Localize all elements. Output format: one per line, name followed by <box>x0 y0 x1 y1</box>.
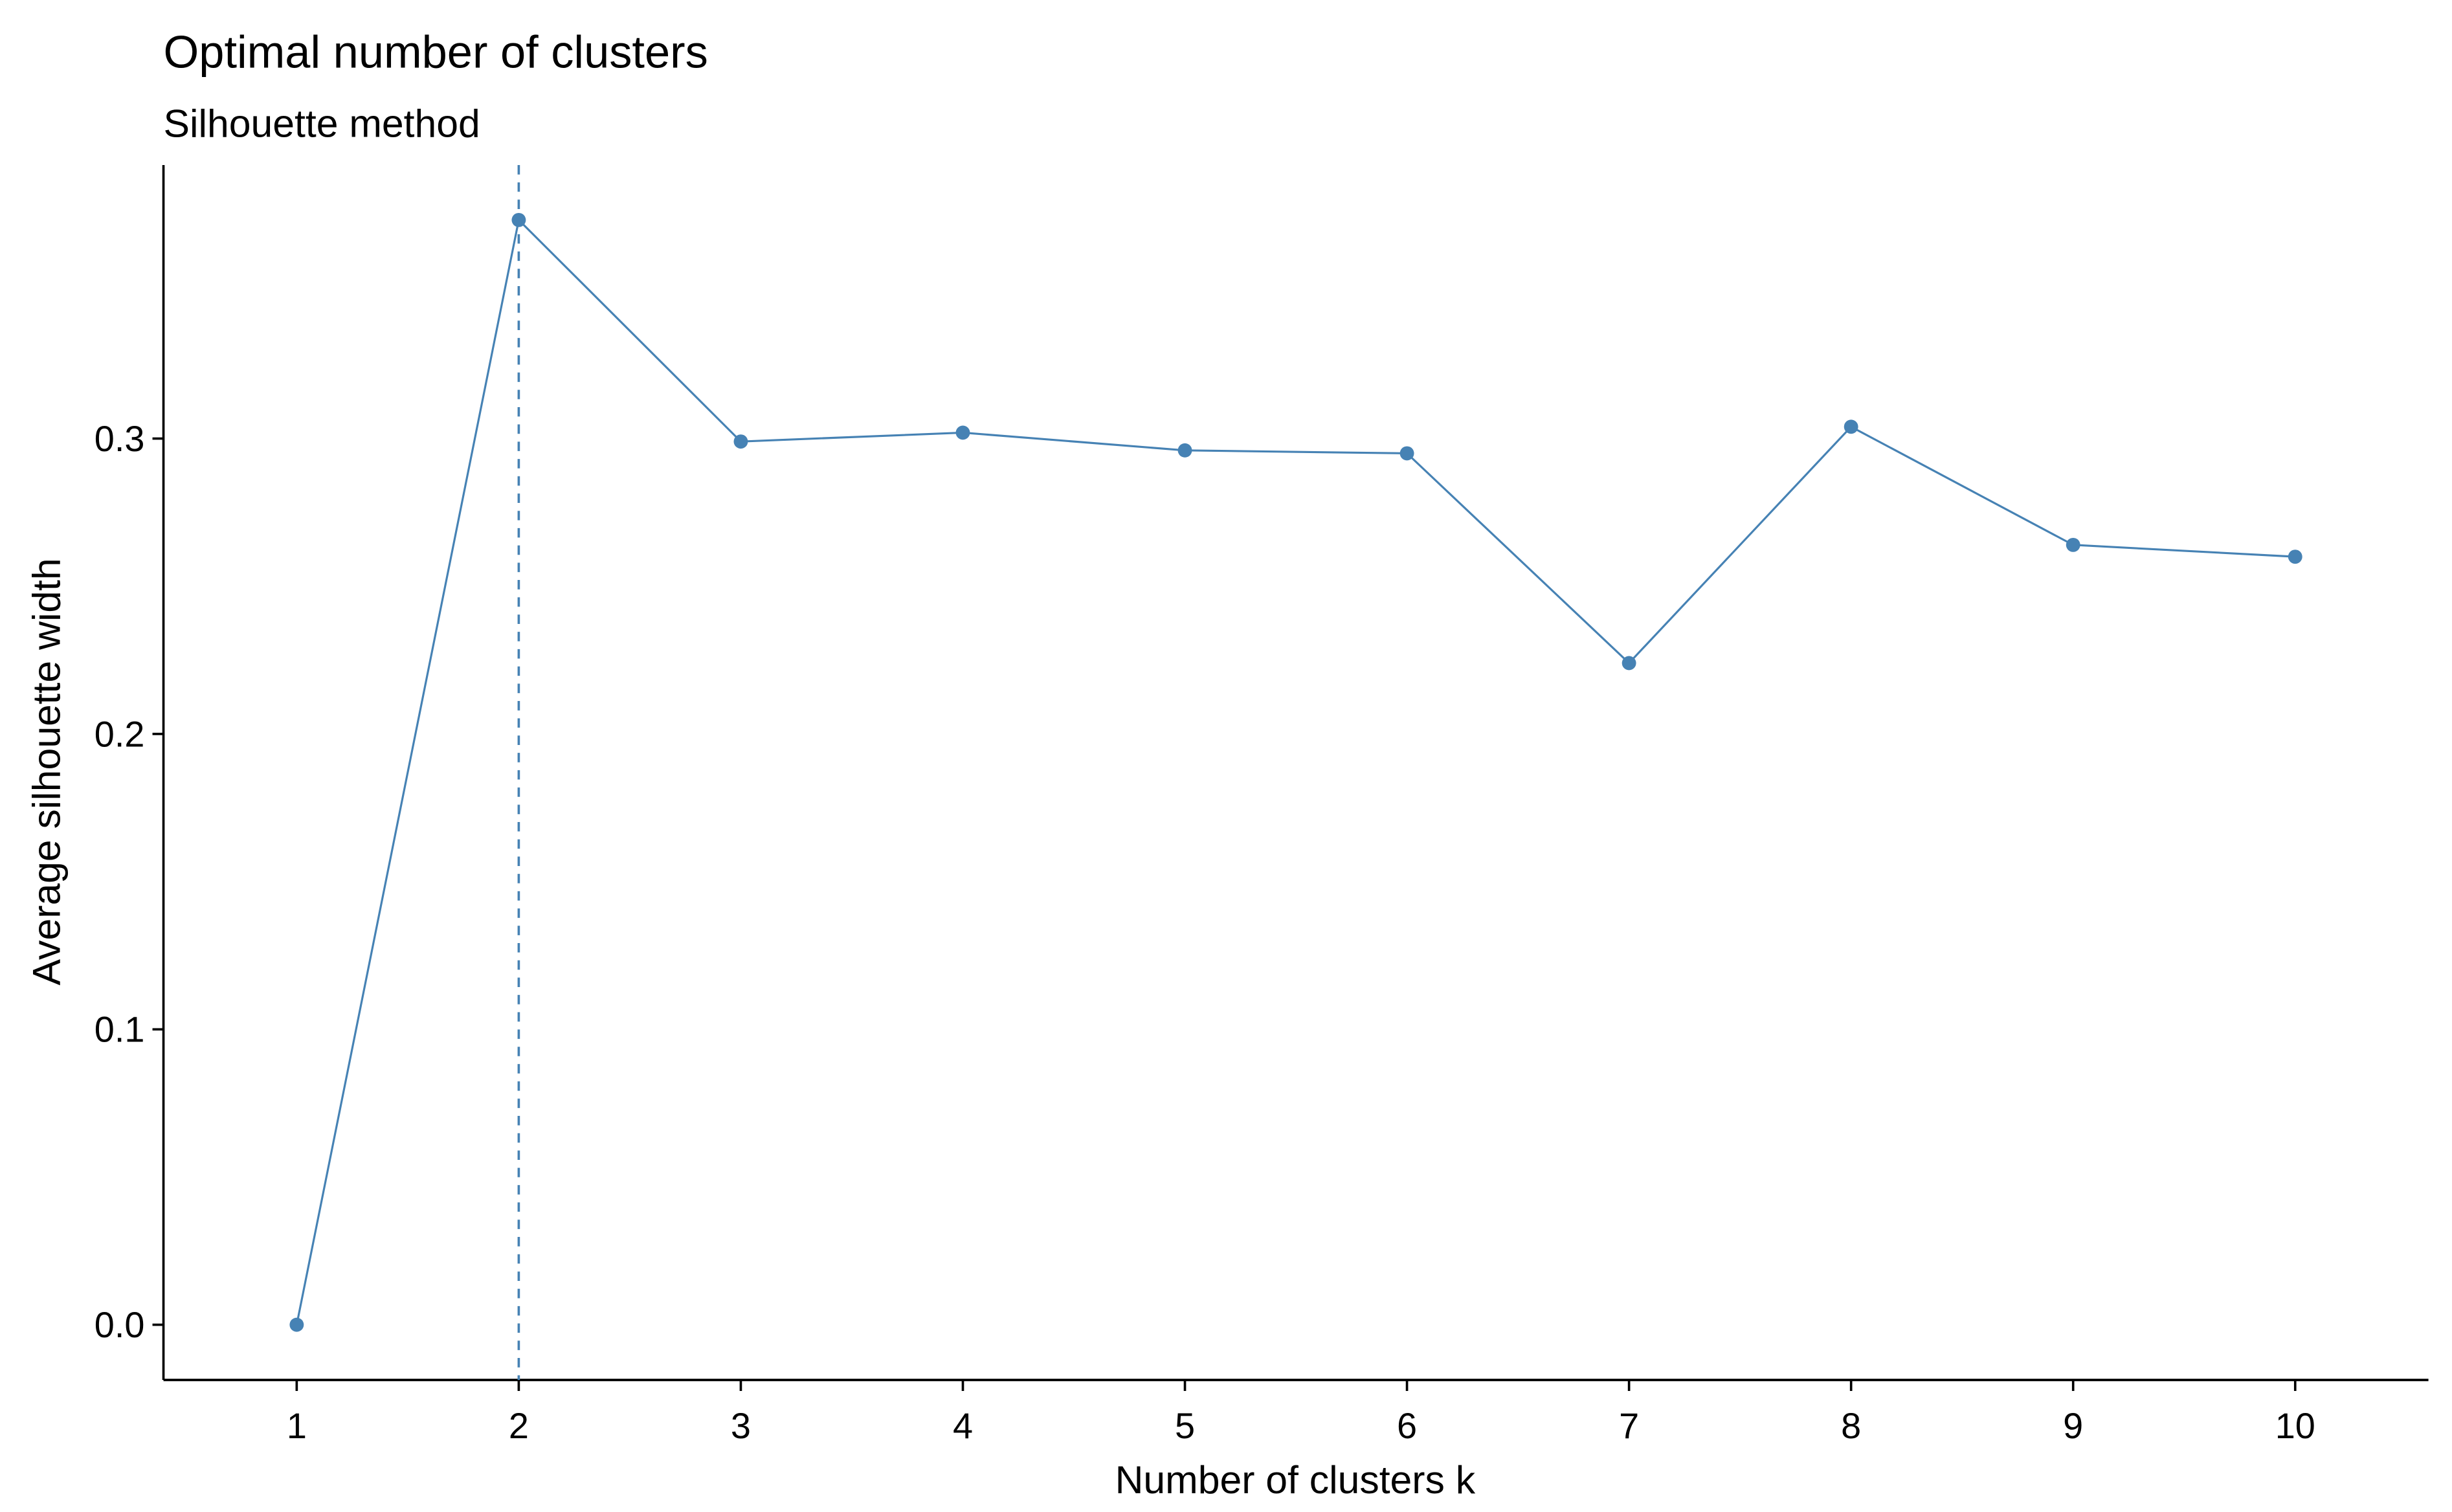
data-point <box>1622 656 1636 671</box>
x-axis-title: Number of clusters k <box>1115 1458 1476 1502</box>
data-point <box>955 425 970 440</box>
chart-title: Optimal number of clusters <box>164 26 708 77</box>
data-point <box>733 434 748 449</box>
data-point <box>1399 446 1414 461</box>
x-tick-label: 5 <box>1175 1405 1195 1446</box>
chart-subtitle: Silhouette method <box>164 101 480 145</box>
y-tick-label: 0.0 <box>95 1304 145 1345</box>
x-tick-label: 4 <box>953 1405 973 1446</box>
x-tick-label: 1 <box>287 1405 307 1446</box>
x-tick-label: 2 <box>509 1405 529 1446</box>
x-tick-label: 3 <box>731 1405 751 1446</box>
data-point <box>2288 550 2302 564</box>
series-line <box>295 217 2295 1325</box>
data-point <box>1844 419 1858 434</box>
x-tick-label: 6 <box>1397 1405 1417 1446</box>
data-point <box>289 1317 304 1332</box>
y-tick-label: 0.2 <box>95 713 145 754</box>
y-axis-title: Average silhouette width <box>24 558 68 985</box>
x-tick-label: 7 <box>1619 1405 1639 1446</box>
x-tick-label: 8 <box>1841 1405 1861 1446</box>
data-point <box>2066 537 2080 552</box>
data-point <box>1177 443 1192 458</box>
y-tick-label: 0.3 <box>95 418 145 459</box>
x-tick-label: 9 <box>2063 1405 2083 1446</box>
x-tick-label: 10 <box>2275 1405 2315 1446</box>
y-tick-label: 0.1 <box>95 1009 145 1050</box>
data-point <box>511 212 526 227</box>
